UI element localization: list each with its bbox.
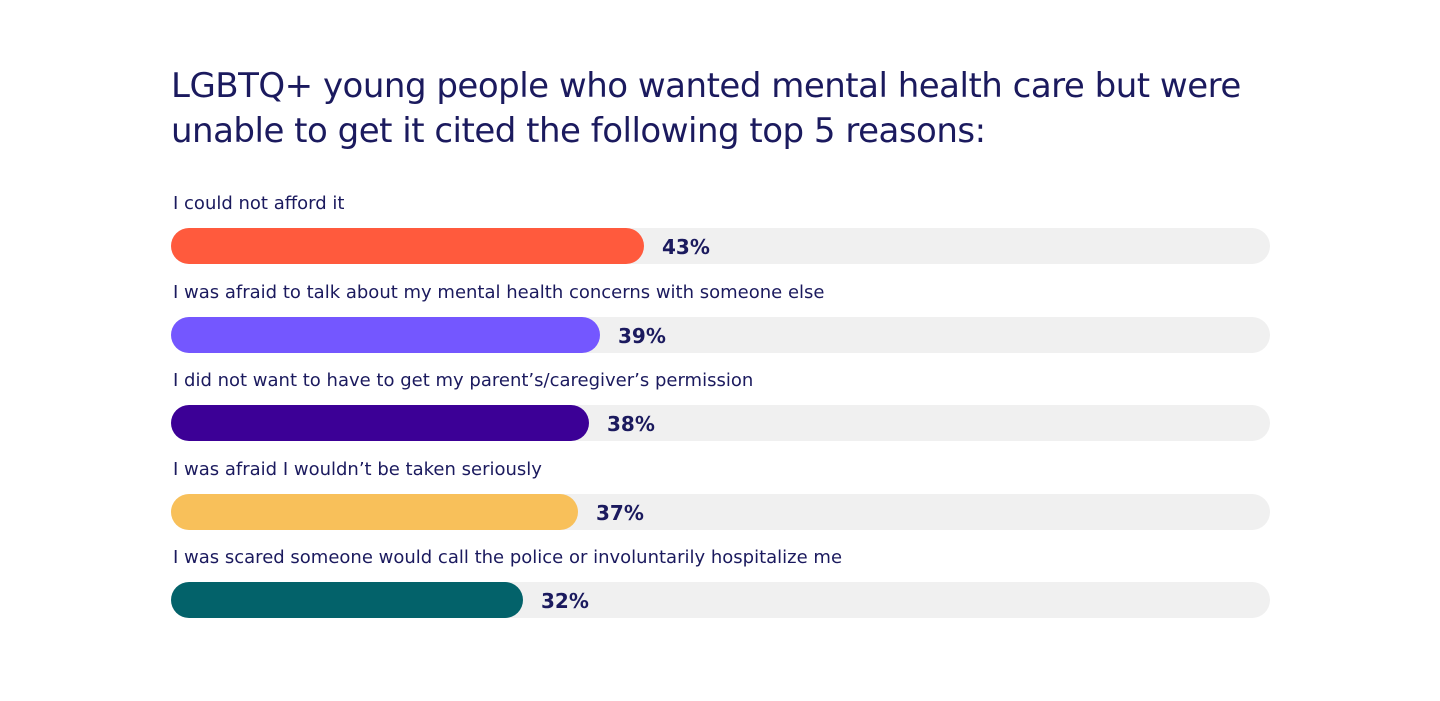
- chart-title: LGBTQ+ young people who wanted mental he…: [171, 64, 1271, 154]
- category-label: I was afraid I wouldn’t be taken serious…: [173, 458, 542, 480]
- category-label: I could not afford it: [173, 193, 345, 214]
- value-label: 39%: [618, 323, 666, 348]
- chart-title-line-1: LGBTQ+ young people who wanted mental he…: [171, 66, 1241, 106]
- bar-row: I was afraid I wouldn’t be taken serious…: [171, 458, 1271, 547]
- value-label: 43%: [662, 235, 710, 259]
- bar: [171, 493, 578, 530]
- bar: [171, 228, 644, 264]
- bar-row: I was afraid to talk about my mental hea…: [171, 281, 1271, 370]
- bar-track: 39%: [171, 316, 1270, 353]
- bar-track: 38%: [171, 405, 1270, 441]
- bar: [171, 316, 600, 353]
- bar-track: 37%: [171, 493, 1270, 530]
- bar: [171, 582, 523, 618]
- chart-title-line-2: unable to get it cited the following top…: [171, 111, 986, 151]
- chart: LGBTQ+ young people who wanted mental he…: [171, 64, 1271, 618]
- bar-row: I was scared someone would call the poli…: [171, 546, 1271, 635]
- category-label: I was afraid to talk about my mental hea…: [173, 281, 825, 303]
- bar-rows: I could not afford it 43% I was afraid to …: [171, 192, 1271, 635]
- bar-track: 43%: [171, 228, 1270, 264]
- bar-row: I did not want to have to get my parent’…: [171, 369, 1271, 458]
- category-label: I was scared someone would call the poli…: [173, 547, 843, 568]
- value-label: 32%: [541, 589, 589, 613]
- bar: [171, 405, 589, 441]
- value-label: 38%: [607, 412, 655, 436]
- category-label: I did not want to have to get my parent’…: [173, 370, 754, 391]
- bar-row: I could not afford it 43%: [171, 192, 1271, 281]
- value-label: 37%: [596, 500, 644, 525]
- bar-track: 32%: [171, 582, 1270, 618]
